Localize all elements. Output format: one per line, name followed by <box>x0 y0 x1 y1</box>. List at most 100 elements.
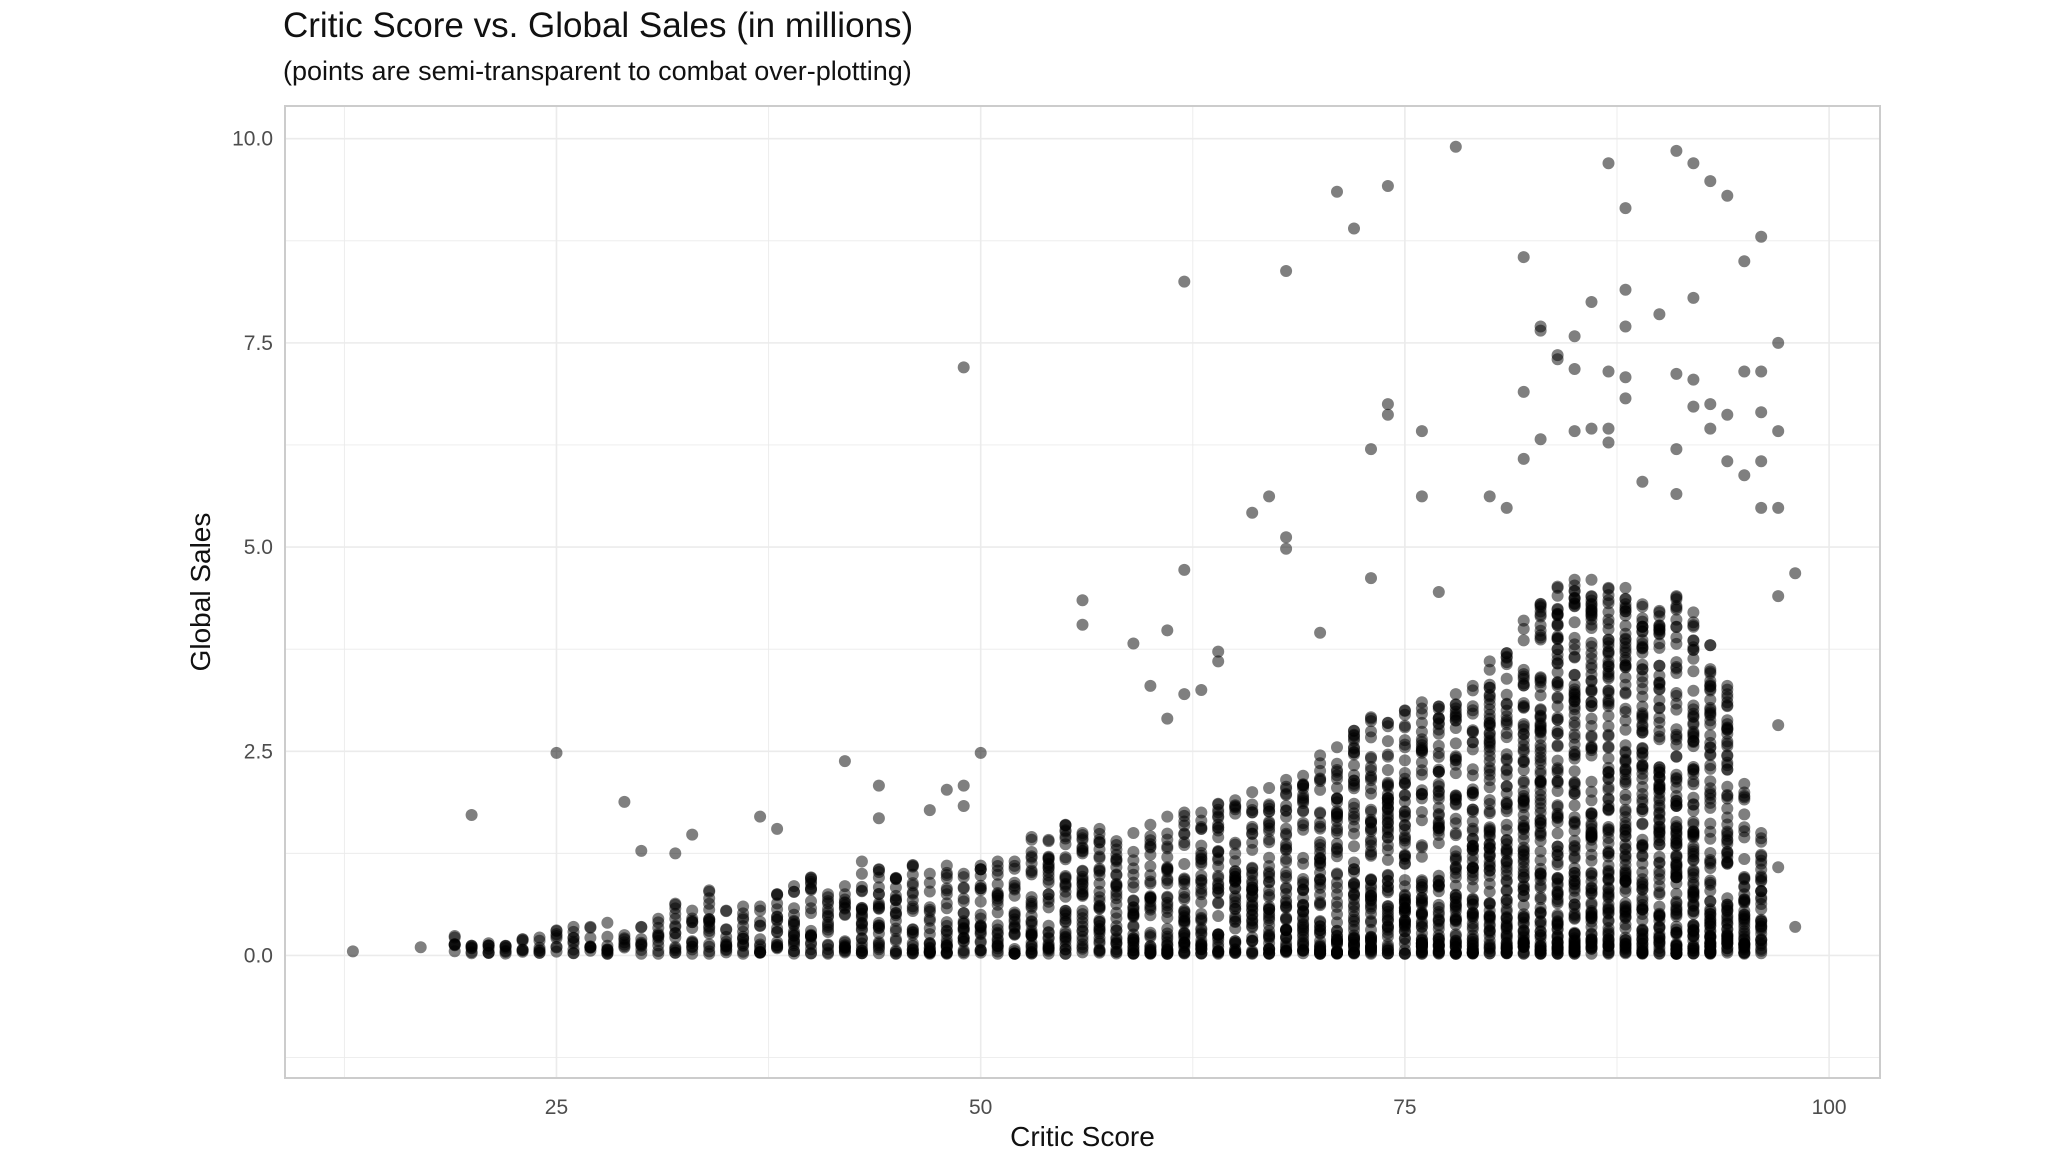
data-point <box>1738 255 1751 268</box>
data-point <box>1738 469 1751 482</box>
data-point <box>1534 947 1547 960</box>
data-point <box>1721 189 1734 202</box>
data-point <box>1568 650 1581 663</box>
data-point <box>1263 947 1276 960</box>
data-point <box>1602 873 1615 886</box>
data-point <box>1755 827 1768 839</box>
data-point <box>669 847 682 860</box>
data-point <box>957 934 970 947</box>
data-point <box>1721 789 1734 801</box>
data-point <box>1415 756 1428 769</box>
data-point <box>1144 892 1157 905</box>
data-point <box>601 916 614 929</box>
data-point <box>1568 693 1581 706</box>
data-point <box>1246 798 1259 811</box>
data-point <box>1721 696 1734 709</box>
data-point <box>1178 688 1191 701</box>
data-point <box>754 810 767 823</box>
data-point <box>1432 727 1445 740</box>
data-point <box>855 947 868 960</box>
data-point <box>1195 882 1208 895</box>
data-point <box>1704 684 1717 697</box>
data-point <box>1483 750 1496 762</box>
data-point <box>567 932 580 944</box>
data-point <box>1568 932 1581 945</box>
data-point <box>1365 848 1377 861</box>
data-point <box>1568 909 1581 922</box>
data-point <box>1517 775 1530 787</box>
data-point <box>1755 406 1768 419</box>
data-point <box>788 916 800 928</box>
data-point <box>1551 895 1564 908</box>
data-point <box>1331 929 1343 942</box>
data-point <box>1534 845 1547 858</box>
data-point <box>1110 853 1123 865</box>
data-point <box>1500 764 1513 777</box>
data-point <box>1263 930 1276 943</box>
data-point <box>1704 701 1717 714</box>
data-point <box>1619 842 1632 855</box>
data-point <box>1738 908 1751 921</box>
data-point <box>788 945 800 958</box>
data-point <box>1585 807 1598 819</box>
data-point <box>1636 838 1649 851</box>
data-point <box>1738 872 1751 885</box>
data-point <box>1432 750 1445 763</box>
data-point <box>1331 185 1343 198</box>
data-point <box>567 947 580 960</box>
data-point <box>1093 900 1106 913</box>
data-point <box>1398 925 1411 938</box>
data-point <box>889 907 902 920</box>
data-point <box>1568 777 1581 789</box>
data-point <box>1076 870 1089 883</box>
data-point <box>1517 251 1530 264</box>
data-point <box>1093 852 1106 864</box>
data-point <box>1365 934 1377 947</box>
data-point <box>1585 731 1598 744</box>
data-point <box>1093 935 1106 948</box>
data-point <box>1500 787 1513 800</box>
data-point <box>940 869 953 881</box>
data-point <box>1195 856 1208 869</box>
data-point <box>1636 891 1649 904</box>
data-point <box>1127 909 1140 922</box>
data-point <box>1704 175 1717 188</box>
data-point <box>1619 805 1632 818</box>
data-point <box>940 884 953 897</box>
chart-title: Critic Score vs. Global Sales (in millio… <box>283 6 914 45</box>
data-point <box>1602 422 1615 435</box>
data-point <box>1466 908 1479 920</box>
data-point <box>889 881 902 894</box>
data-point <box>1212 860 1225 873</box>
data-point <box>1636 866 1649 879</box>
data-point <box>1602 766 1615 779</box>
data-point <box>1331 781 1343 794</box>
data-point <box>1738 808 1751 821</box>
data-point <box>855 885 868 898</box>
data-point <box>1551 766 1564 779</box>
data-point <box>1381 735 1394 748</box>
data-point <box>1755 230 1768 243</box>
data-point <box>1551 873 1564 886</box>
data-point <box>1687 707 1700 720</box>
data-point <box>1517 754 1530 767</box>
data-point <box>991 919 1004 932</box>
data-point <box>1263 860 1276 873</box>
data-point <box>1636 612 1649 625</box>
data-point <box>1059 928 1072 940</box>
data-point <box>1619 581 1632 594</box>
y-tick-label: 10.0 <box>232 128 273 151</box>
data-point <box>1144 869 1157 882</box>
data-point <box>1619 723 1632 736</box>
data-point <box>1721 408 1734 421</box>
data-point <box>1636 598 1649 611</box>
data-point <box>1670 601 1683 614</box>
data-point <box>1398 819 1411 832</box>
data-point <box>1602 633 1615 646</box>
data-point <box>1365 946 1377 959</box>
data-point <box>1500 875 1513 888</box>
data-point <box>1449 688 1462 701</box>
data-point <box>1161 827 1174 840</box>
data-point <box>957 944 970 957</box>
data-point <box>1025 940 1038 953</box>
